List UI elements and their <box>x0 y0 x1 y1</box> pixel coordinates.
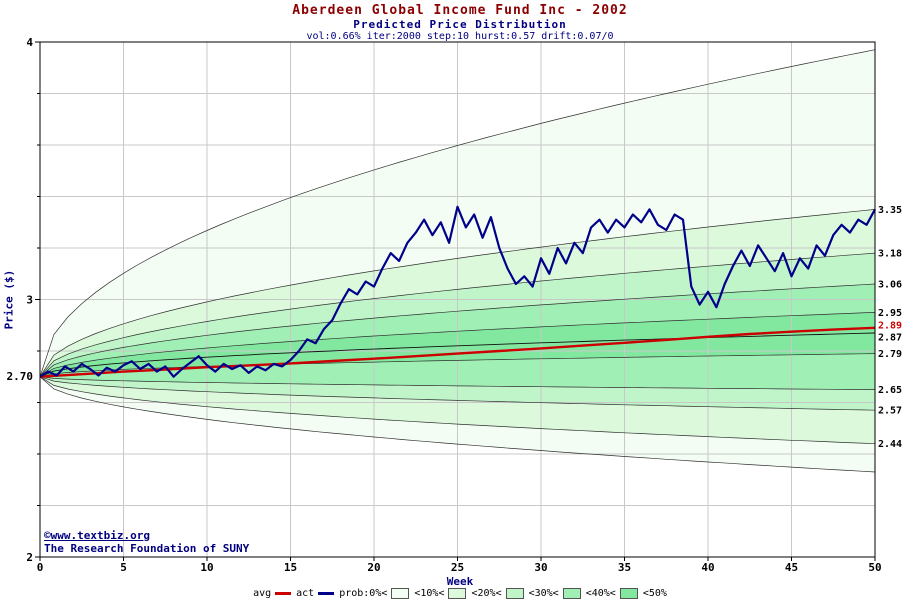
band-boundary-line <box>39 49 876 377</box>
legend-item: <10%< <box>414 588 467 599</box>
legend-label: avg <box>253 588 272 599</box>
median-line <box>39 332 876 378</box>
right-price-label: 2.57 <box>878 406 902 417</box>
legend-item: avg <box>253 588 292 599</box>
x-tick-label: 30 <box>534 561 547 574</box>
legend-line-marker <box>318 592 335 595</box>
x-tick-label: 10 <box>200 561 213 574</box>
x-tick-label: 20 <box>367 561 380 574</box>
legend-label: prob:0%< <box>339 588 388 599</box>
band-boundary-line <box>39 252 876 377</box>
legend-line-marker <box>275 592 292 595</box>
x-tick-label: 0 <box>37 561 44 574</box>
band-boundary-line <box>39 353 876 378</box>
legend-label: <10%< <box>414 588 445 599</box>
legend-item: prob:0%< <box>339 588 410 599</box>
legend-label: <40%< <box>585 588 616 599</box>
legend-item: <40%< <box>586 588 638 599</box>
y-axis-title: Price ($) <box>2 269 16 330</box>
fan-band <box>40 209 875 377</box>
x-tick-label: 40 <box>701 561 714 574</box>
legend-label: <20%< <box>471 588 502 599</box>
right-price-label: 2.44 <box>878 439 902 450</box>
band-boundary-line <box>39 376 876 473</box>
band-boundary-line <box>39 209 876 377</box>
x-tick-label: 50 <box>868 561 881 574</box>
legend-label: act <box>296 588 315 599</box>
right-price-label: 2.89 <box>878 320 902 331</box>
right-price-label: 3.35 <box>878 205 902 216</box>
x-axis-title: Week <box>446 575 474 588</box>
y-tick-label: 4 <box>26 36 33 49</box>
legend-swatch <box>448 588 467 599</box>
legend: avg act prob:0%< <10%< <20%< <30%< <40%< <50% <box>0 588 920 599</box>
watermark-org: The Research Foundation of SUNY <box>44 542 250 555</box>
start-price-label: 2.70 <box>6 370 34 383</box>
watermark-url: ©www.textbiz.org <box>44 529 150 542</box>
right-price-label: 2.65 <box>878 385 902 396</box>
chart-subtitle: Predicted Price Distribution <box>353 18 567 31</box>
band-boundary-line <box>39 312 876 378</box>
legend-label: <50% <box>642 588 667 599</box>
band-boundary-line <box>39 376 876 445</box>
band-boundary-line <box>39 376 876 411</box>
right-price-label: 2.87 <box>878 332 902 343</box>
band-boundary-line <box>39 283 876 377</box>
legend-swatch <box>505 588 524 599</box>
right-price-label: 3.18 <box>878 249 902 260</box>
avg-line <box>39 326 876 378</box>
band-boundary-line <box>39 376 876 390</box>
right-price-label: 2.79 <box>878 349 902 360</box>
y-tick-label: 2 <box>26 551 33 564</box>
right-price-label: 3.06 <box>878 280 902 291</box>
actual-price-line <box>39 205 876 378</box>
legend-swatch <box>619 588 638 599</box>
legend-item: act <box>296 588 335 599</box>
legend-swatch <box>391 588 410 599</box>
legend-label: <30%< <box>528 588 559 599</box>
chart-params: vol:0.66% iter:2000 step:10 hurst:0.57 d… <box>306 31 614 42</box>
legend-item: <30%< <box>529 588 581 599</box>
fan-band <box>40 253 875 377</box>
x-tick-label: 15 <box>284 561 297 574</box>
y-tick-label: 3 <box>26 294 33 307</box>
legend-swatch <box>562 588 581 599</box>
x-tick-label: 35 <box>618 561 631 574</box>
x-tick-label: 25 <box>451 561 464 574</box>
x-tick-label: 5 <box>120 561 127 574</box>
right-price-label: 2.95 <box>878 308 902 319</box>
x-tick-label: 45 <box>785 561 798 574</box>
legend-item: <50% <box>643 588 667 599</box>
legend-item: <20%< <box>471 588 524 599</box>
chart-title: Aberdeen Global Income Fund Inc - 2002 <box>292 3 628 18</box>
